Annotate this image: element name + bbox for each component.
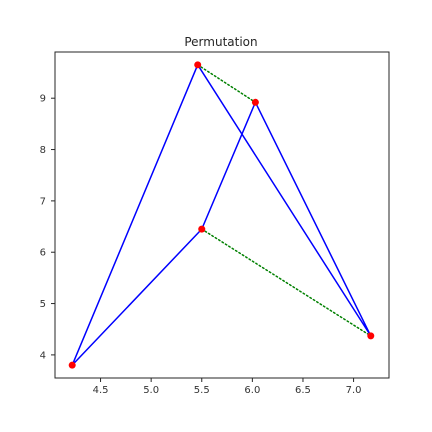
point-marker-3	[198, 225, 206, 233]
y-tick-label-1: 5	[40, 299, 46, 310]
point-marker-2	[251, 98, 259, 106]
y-tick-label-0: 4	[40, 350, 46, 361]
x-tick-label-1: 5.0	[143, 385, 159, 396]
x-tick-label-3: 6.0	[244, 385, 260, 396]
point-marker-0	[68, 361, 76, 369]
x-tick-label-0: 4.5	[93, 385, 109, 396]
x-tick-label-5: 7.0	[346, 385, 362, 396]
y-tick-label-5: 9	[40, 94, 46, 105]
y-tick-label-4: 8	[40, 145, 46, 156]
dotted-segment-1	[201, 228, 372, 337]
x-tick-label-2: 5.5	[194, 385, 210, 396]
chart-title: Permutation	[184, 35, 257, 49]
dotted-segment-0	[196, 64, 257, 104]
plot-frame	[54, 51, 390, 379]
point-marker-1	[194, 61, 202, 69]
y-tick-label-3: 7	[40, 196, 46, 207]
point-marker-4	[367, 332, 375, 340]
solid-path-line	[71, 64, 372, 366]
x-tick-label-4: 6.5	[295, 385, 311, 396]
y-tick-label-2: 6	[40, 248, 46, 259]
